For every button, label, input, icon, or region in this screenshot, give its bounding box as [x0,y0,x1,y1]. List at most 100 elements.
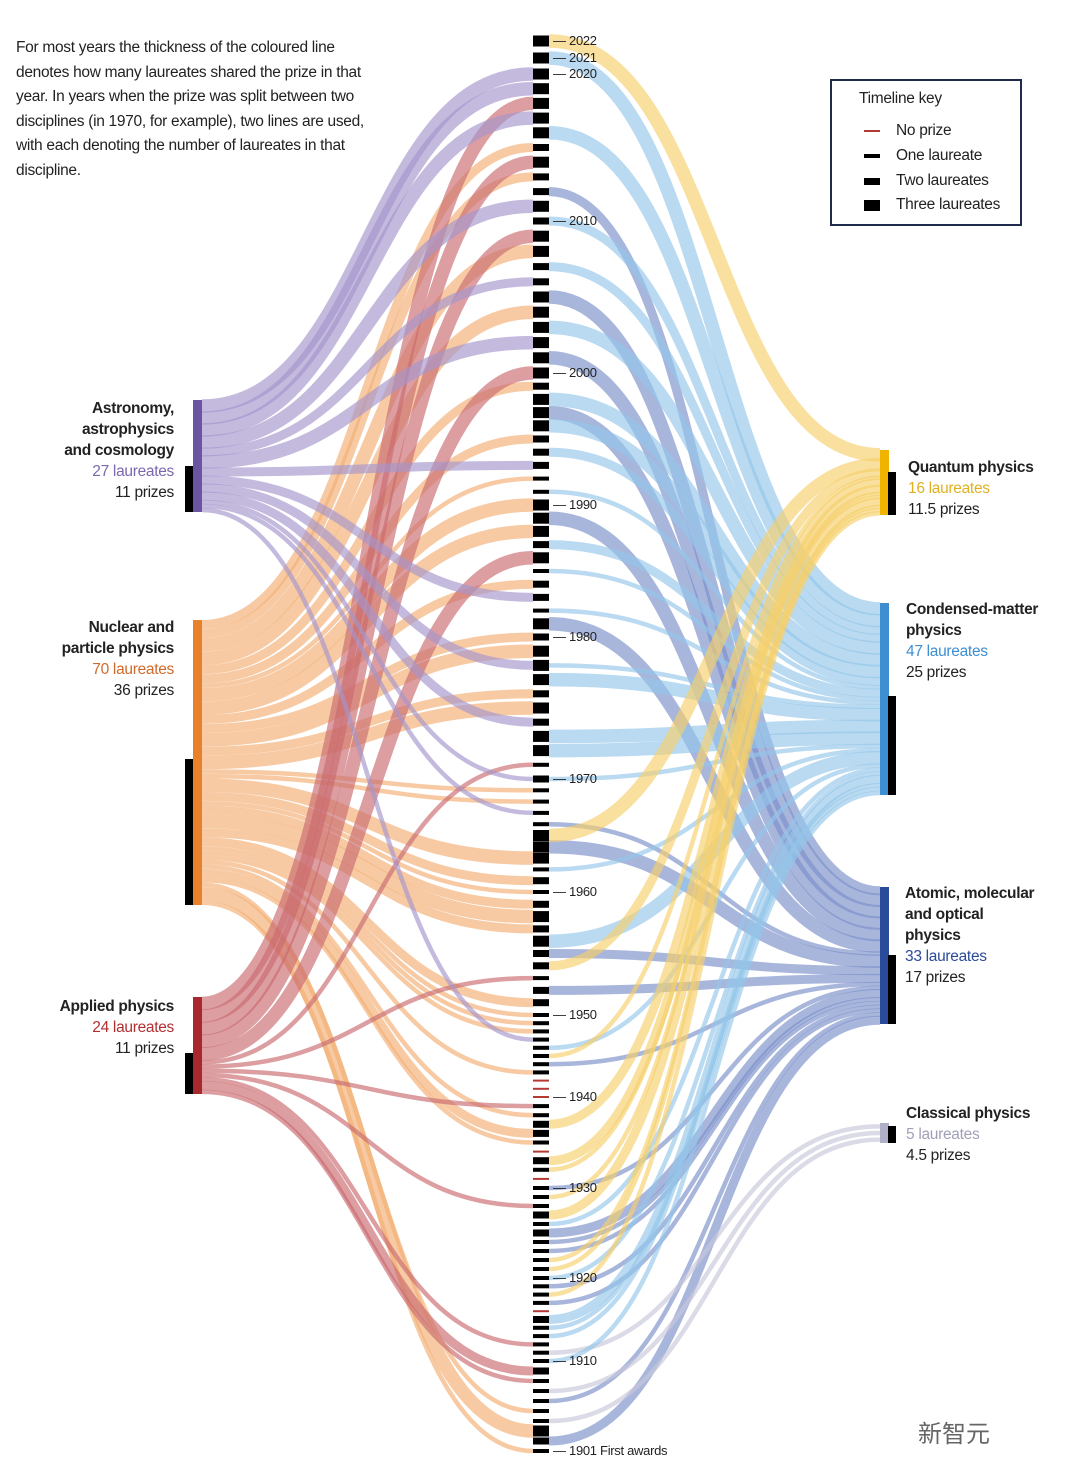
timeline-tick-label: — 1940 [553,1089,597,1104]
timeline-mark-1980 [533,633,549,641]
timeline-mark-1984 [533,580,549,588]
discipline-name: Applied physics [59,998,175,1015]
flow-1908-P [201,1089,534,1384]
flow-1970-A [201,499,534,782]
timeline-mark-1906 [533,1399,549,1403]
flow-1932-Q [548,491,881,1173]
timeline-mark-1913 [533,1334,549,1339]
key-three-laureates: Three laureates [864,195,1000,215]
flow-1998-C [548,392,881,667]
timeline-mark-1923 [533,1249,549,1253]
flow-2009-P [201,229,534,1036]
flow-1901-N [201,900,534,1454]
timeline-mark-1988 [533,525,549,537]
flow-1935-N [201,877,534,1145]
key-no-prize: No prize [864,121,952,141]
timeline-mark-1956 [533,935,549,947]
timeline-mark-2020 [533,68,549,80]
flow-2004-N [201,305,534,666]
timeline-mark-2004 [533,306,549,318]
discipline-name: Classical physics [906,1105,1031,1122]
discipline-bar-A [193,400,202,512]
intro-note: For most years the thickness of the colo… [16,39,364,179]
timeline-mark-1958 [533,911,549,923]
flow-2007-C [548,262,881,643]
flow-1923-M [548,1000,881,1254]
flow-1958-N [201,814,534,924]
timeline-bar [533,35,549,1453]
flow-1921-Q [548,507,881,1272]
timeline-mark-1977 [533,674,549,686]
discipline-bar-M [880,887,889,1024]
flow-2022-Q [548,34,881,462]
timeline-mark-1948 [533,1029,549,1034]
timeline-mark-2006 [533,278,549,286]
timeline-mark-1901 [533,1449,549,1453]
discipline-name: and cosmology [64,442,174,459]
timeline-mark-1910 [533,1359,549,1363]
timeline-mark-1994 [533,448,549,456]
timeline-mark-1925 [533,1229,549,1237]
timeline-mark-no-prize [533,1079,549,1082]
flow-1918-Q [548,511,881,1297]
watermark-logo: 新智元 [918,1421,990,1448]
flow-2003-C [548,320,881,655]
timeline-mark-1996 [533,420,549,432]
discipline-name: Quantum physics [908,459,1034,476]
tick-text: 1901 First awards [569,1443,668,1458]
key-label: One laureate [896,147,983,164]
flow-1974-A [201,491,534,727]
flow-1972-C [548,731,881,758]
prize-count: 4.5 prizes [906,1147,971,1164]
discipline-name: physics [906,622,962,639]
timeline-mark-1907 [533,1389,549,1393]
key-one-laureate: One laureate [864,146,982,166]
timeline-mark-1986 [533,552,549,564]
flow-1961-N [201,791,534,886]
key-label: Three laureates [896,196,1001,213]
timeline-mark-2022 [533,35,549,47]
timeline-mark-1971 [533,762,549,767]
tick-text: 1930 [569,1180,597,1195]
flow-1945-Q [548,475,881,1059]
timeline-tick-label: — 1910 [553,1353,597,1368]
prize-count-bar-Q [888,472,896,515]
flow-2021-C [548,51,881,616]
two-laureates-swatch [864,177,880,185]
timeline-tick-label: — 2022 [553,33,597,48]
flow-2018-P [201,96,534,1011]
discipline-name: Condensed-matter [906,601,1039,618]
timeline-mark-1993 [533,461,549,469]
timeline-mark-2011 [533,200,549,212]
flow-1950-N [201,846,534,1018]
tick-text: 1990 [569,497,597,512]
timeline-mark-2013 [533,173,549,181]
prize-count: 36 prizes [113,682,175,699]
prize-count-bar-M [888,955,896,1024]
flow-1993-A [201,460,534,477]
timeline-mark-1950 [533,1013,549,1017]
timeline-mark-2002 [533,337,549,349]
timeline-tick-label: — 2000 [553,365,597,380]
timeline-mark-1926 [533,1222,549,1226]
timeline-mark-1947 [533,1037,549,1042]
key-label: Two laureates [896,172,989,189]
timeline-mark-1976 [533,690,549,698]
timeline-mark-1989 [533,512,549,524]
timeline-mark-1911 [533,1350,549,1355]
timeline-tick-label: — 1980 [553,629,597,644]
timeline-mark-2001 [533,352,549,364]
discipline-name: Atomic, molecular [905,885,1035,902]
flow-1913-C [548,786,881,1339]
timeline-mark-no-prize [533,1310,549,1313]
flow-1903-N [201,886,534,1438]
timeline-mark-1968 [533,799,549,804]
flow-1943-N [201,859,534,1075]
timeline-mark-2005 [533,291,549,303]
timeline-tick-label: — 1990 [553,497,597,512]
flow-2011-A [201,199,534,449]
timeline-mark-1914 [533,1325,549,1330]
prize-count: 11 prizes [114,1040,174,1057]
timeline-mark-1973 [533,730,549,742]
